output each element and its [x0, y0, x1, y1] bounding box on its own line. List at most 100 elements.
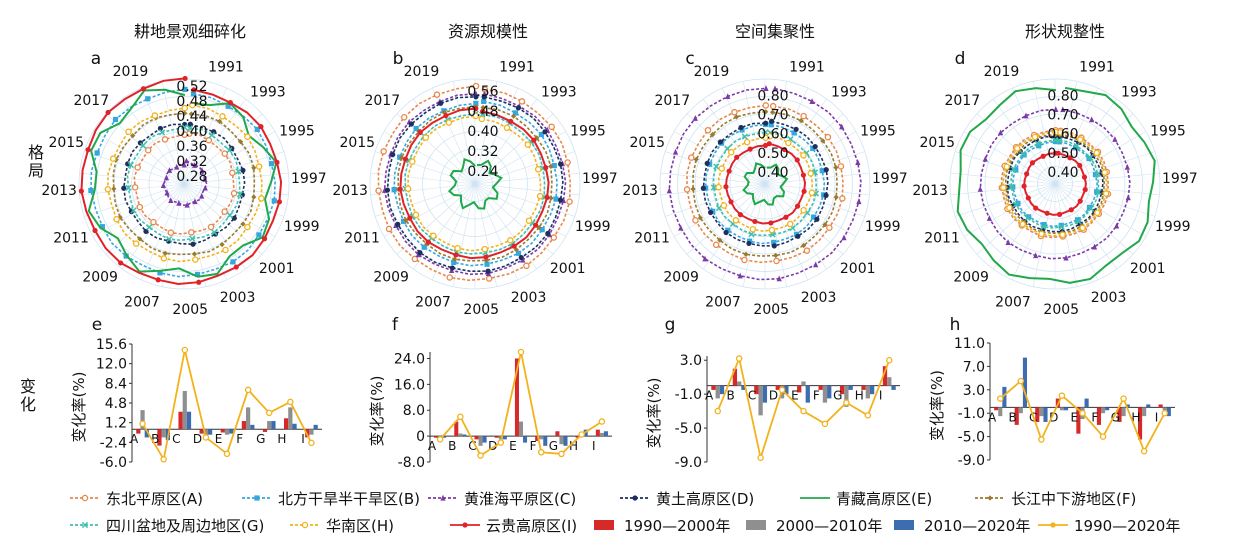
point-F	[822, 222, 828, 228]
legend-swatch-p3	[894, 520, 914, 530]
x-tick-label: H	[1131, 410, 1140, 424]
point-1990-2020	[778, 386, 786, 394]
point-G	[713, 163, 720, 170]
point-A	[221, 208, 228, 215]
point-C	[181, 161, 187, 168]
point-I	[483, 254, 489, 260]
tick-label: 0.44	[176, 109, 207, 125]
year-label: 1991	[789, 59, 825, 75]
point-G-b	[1095, 188, 1102, 196]
y-axis-label: 变化率(%)	[645, 378, 663, 449]
point-G	[762, 129, 769, 136]
point-G-b	[1058, 223, 1065, 231]
point-C	[202, 175, 208, 182]
bar-A-1	[434, 436, 439, 438]
point-C	[1124, 163, 1130, 170]
point-G	[741, 133, 748, 140]
year-label: 2019	[113, 64, 149, 80]
point-G-b	[130, 207, 137, 214]
point-C	[1060, 106, 1066, 113]
point-B	[254, 126, 260, 132]
year-label: 1995	[570, 123, 606, 139]
point-H	[412, 211, 420, 219]
point-A	[375, 187, 382, 194]
point-I	[1068, 207, 1074, 213]
series-line-E	[742, 162, 789, 206]
point-G	[235, 168, 242, 175]
legend-item-G: 四川盆地及周边地区(G)	[70, 517, 264, 535]
point-I	[1024, 171, 1030, 177]
year-label: 2009	[953, 270, 989, 286]
x-tick-label: E	[791, 389, 799, 403]
point-B	[190, 91, 197, 97]
tick-label: 0.52	[176, 79, 207, 95]
point-F	[251, 194, 257, 200]
point-H	[800, 206, 807, 214]
point-I	[425, 239, 431, 245]
grid-spoke	[183, 183, 246, 270]
bar-G-2	[267, 421, 272, 430]
bar-E-1	[514, 358, 519, 437]
point-H	[1077, 136, 1084, 143]
bar-B-2	[737, 381, 742, 386]
bar-G-2	[844, 385, 849, 407]
point-G-b	[127, 161, 134, 169]
point-B	[768, 122, 774, 128]
point-B	[771, 239, 777, 245]
year-label: 1999	[575, 219, 611, 235]
point-1990-2020	[517, 348, 525, 356]
point-F	[773, 252, 779, 259]
point-D	[231, 215, 237, 221]
point-D	[384, 187, 391, 193]
grid-spoke	[673, 131, 766, 185]
year-label: 2017	[73, 93, 109, 109]
year-label: 2001	[1130, 261, 1166, 277]
x-tick-label: G	[256, 432, 265, 446]
point-G-b	[804, 209, 811, 216]
point-H	[181, 104, 189, 112]
point-G-b	[1087, 205, 1095, 212]
bar-I-3	[603, 431, 608, 437]
series-line-B	[704, 123, 826, 245]
point-I	[783, 214, 789, 220]
point-C	[672, 148, 679, 155]
grid-spoke	[1054, 183, 1155, 217]
legend-marker-F	[987, 495, 993, 501]
point-1990-2020	[497, 439, 505, 446]
series-line-G	[404, 112, 546, 255]
point-H	[536, 192, 544, 200]
bar-D-3	[1064, 407, 1069, 411]
year-label: 1997	[582, 171, 618, 187]
point-G-b	[1010, 166, 1017, 173]
year-label: 2013	[332, 183, 368, 199]
legend-item-D: 黄土高原区(D)	[620, 490, 754, 508]
bar-G-3	[1125, 404, 1130, 408]
bar-H-1	[861, 385, 866, 390]
year-label: 2015	[629, 135, 665, 151]
point-H	[192, 256, 199, 263]
point-A	[564, 159, 571, 166]
point-A	[824, 133, 832, 141]
point-A	[704, 126, 712, 134]
point-H	[125, 128, 132, 135]
point-F	[251, 165, 257, 171]
point-B	[551, 162, 557, 169]
point-G	[127, 161, 134, 169]
point-H	[1019, 220, 1027, 228]
year-label: 2011	[634, 231, 670, 247]
legend-item-p1: 1990—2000年	[594, 517, 730, 535]
point-D	[187, 121, 193, 127]
bar-A-1	[711, 385, 716, 390]
point-A	[230, 190, 238, 197]
point-A	[161, 136, 169, 143]
legend-label-I: 云贵高原区(I)	[486, 517, 577, 535]
point-G	[1095, 188, 1102, 196]
year-label: 2003	[1091, 290, 1127, 306]
point-D	[704, 160, 710, 166]
point-C	[692, 115, 698, 121]
point-G	[1094, 170, 1101, 178]
bar-I-3	[891, 385, 896, 390]
bar-A-2	[140, 410, 145, 430]
point-1990-2020	[537, 449, 545, 456]
point-C	[183, 157, 190, 164]
